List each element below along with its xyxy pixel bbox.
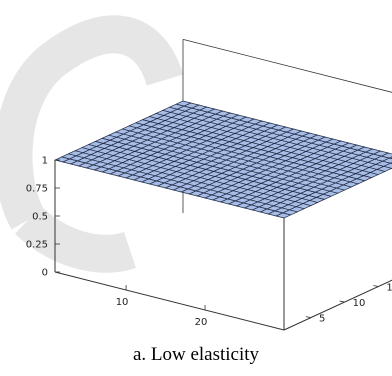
x-tick-label: 10 [116, 297, 129, 308]
surface-cell [382, 162, 392, 169]
z-tick-label: 0.25 [26, 240, 48, 251]
surface-plot: 00.250.50.7511020305101520 [0, 15, 392, 348]
x-tick-label: 20 [195, 317, 208, 328]
surface-cell [381, 157, 392, 164]
watermark-shape [0, 15, 184, 273]
surface-cell [380, 152, 392, 159]
y-tick-mark [339, 300, 345, 303]
y-tick-mark [305, 316, 312, 318]
y-tick-label: 15 [386, 283, 392, 294]
surface-cell [388, 156, 392, 160]
z-tick-label: 0.5 [32, 212, 48, 223]
y-tick-mark [373, 285, 379, 287]
z-tick-label: 0 [42, 268, 48, 279]
y-tick-label: 5 [319, 314, 325, 325]
box-edge-bottom-right [283, 279, 392, 331]
z-tick-label: 1 [42, 156, 48, 167]
z-tick-label: 0.75 [26, 184, 48, 195]
figure-caption: a. Low elasticity [132, 344, 260, 365]
surface-mesh [53, 100, 392, 219]
y-tick-label: 10 [353, 298, 366, 309]
box-edge-back-top [182, 39, 392, 93]
box-edge-bottom-front [54, 271, 285, 331]
